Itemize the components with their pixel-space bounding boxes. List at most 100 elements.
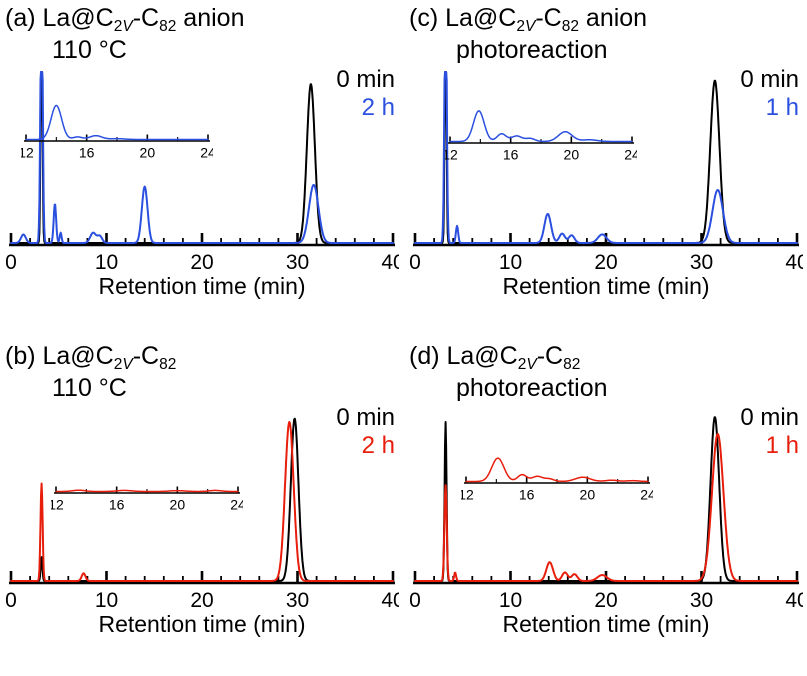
- title-segment: V: [526, 355, 537, 373]
- legend: 0 min 1 h: [740, 404, 799, 459]
- title-segment: (c): [409, 4, 446, 32]
- plot-area: 0 10 20 30 40 0 min 2 h 12 16 20 24 Retention ti…: [5, 404, 401, 638]
- inset-plot: 12 16 20 24: [21, 104, 213, 161]
- tick-label: 12: [51, 497, 64, 513]
- legend-entry: 1 h: [765, 93, 799, 121]
- tick-label: 10: [95, 251, 118, 273]
- panel-d: (d) La@C2V-C82 photoreaction 0 10 20 30 40 0…: [404, 338, 807, 676]
- legend-entry: 0 min: [336, 66, 395, 94]
- tick-label: 12: [445, 147, 458, 163]
- inset: 12 16 20 24: [461, 436, 653, 503]
- title-segment: 2: [113, 17, 123, 35]
- title-segment: anion: [176, 4, 245, 32]
- tick-label: 16: [503, 147, 519, 163]
- panel-title-line1: (c) La@C2V-C82 anion: [409, 4, 805, 36]
- plot-area: 0 10 20 30 40 0 min 1 h 12 16 20 24 Retention ti…: [409, 66, 805, 300]
- title-segment: La@C: [445, 4, 517, 32]
- x-axis-label: Retention time (min): [502, 611, 710, 638]
- trace-2-h: [10, 71, 394, 245]
- title-segment: 2: [113, 355, 123, 373]
- tick-label: 40: [381, 589, 399, 611]
- panel-c: (c) La@C2V-C82 anion photoreaction 0 10 20…: [404, 0, 807, 338]
- trace-2-h: [25, 104, 209, 141]
- tick-label: 40: [785, 589, 803, 611]
- title-segment: -C: [536, 342, 564, 370]
- tick-label: 12: [461, 487, 474, 503]
- trace-1-h: [414, 71, 798, 245]
- tick-label: 30: [286, 589, 309, 611]
- title-segment: (d): [409, 342, 447, 370]
- panel-title-line1: (d) La@C2V-C82: [409, 342, 805, 374]
- tick-label: 30: [690, 589, 713, 611]
- title-segment: V: [122, 355, 133, 373]
- title-segment: (b): [5, 342, 43, 370]
- title-segment: -C: [132, 4, 160, 32]
- panel-subtitle: photoreaction: [456, 373, 608, 402]
- title-segment: 82: [563, 355, 581, 373]
- panel-title: (a) La@C2V-C82 anion 110 °C: [5, 4, 402, 64]
- title-segment: 82: [561, 17, 579, 35]
- chromatogram-plot: 0 10 20 30 40: [5, 71, 399, 273]
- tick-label: 16: [519, 487, 535, 503]
- plot-area: 0 10 20 30 40 0 min 2 h 12 16 20 24 Retention ti…: [5, 66, 401, 300]
- legend-entry: 0 min: [740, 404, 799, 432]
- inset: 12 16 20 24: [51, 446, 243, 513]
- panel-title-line1: (a) La@C2V-C82 anion: [5, 4, 402, 36]
- tick-label: 10: [95, 589, 118, 611]
- legend-entry: 2 h: [361, 431, 395, 459]
- x-axis-label: Retention time (min): [98, 273, 306, 300]
- inset: 12 16 20 24: [21, 94, 213, 161]
- legend: 0 min 2 h: [336, 404, 395, 459]
- title-segment: -C: [535, 4, 562, 32]
- tick-label: 30: [690, 251, 713, 273]
- panel-subtitle: 110 °C: [52, 35, 127, 64]
- tick-label: 0: [5, 589, 17, 611]
- panel-subtitle: 110 °C: [52, 373, 127, 402]
- tick-label: 10: [499, 589, 522, 611]
- tick-label: 20: [594, 251, 617, 273]
- x-axis-label: Retention time (min): [502, 273, 710, 300]
- title-segment: 2: [517, 355, 527, 373]
- title-segment: 2: [516, 17, 525, 35]
- tick-label: 16: [79, 145, 95, 161]
- legend-entry: 0 min: [740, 66, 799, 94]
- legend-entry: 0 min: [336, 404, 395, 432]
- tick-label: 20: [594, 589, 617, 611]
- tick-label: 20: [170, 497, 186, 513]
- panel-title: (d) La@C2V-C82 photoreaction: [409, 342, 805, 402]
- tick-label: 24: [230, 497, 243, 513]
- panel-title: (b) La@C2V-C82 110 °C: [5, 342, 402, 402]
- title-segment: anion: [578, 4, 648, 32]
- tick-label: 20: [564, 147, 580, 163]
- title-segment: 82: [159, 355, 177, 373]
- trace-1-h: [465, 457, 649, 483]
- tick-label: 10: [499, 251, 522, 273]
- title-segment: La@C: [42, 4, 114, 32]
- tick-label: 40: [785, 251, 803, 273]
- inset-plot: 12 16 20 24: [461, 457, 653, 503]
- legend-entry: 2 h: [361, 93, 395, 121]
- chromatogram-plot: 0 10 20 30 40: [409, 71, 803, 273]
- title-segment: -C: [132, 342, 160, 370]
- inset: 12 16 20 24: [445, 96, 637, 163]
- inset-plot: 12 16 20 24: [51, 486, 243, 513]
- tick-label: 24: [200, 145, 213, 161]
- title-segment: (a): [5, 4, 43, 32]
- plot-area: 0 10 20 30 40 0 min 1 h 12 16 20 24 Retention ti…: [409, 404, 805, 638]
- title-segment: V: [122, 17, 133, 35]
- tick-label: 0: [409, 251, 421, 273]
- legend: 0 min 2 h: [336, 66, 395, 121]
- trace-2-h: [55, 489, 239, 493]
- chromatogram-plot: 0 10 20 30 40: [409, 416, 803, 611]
- panel-title: (c) La@C2V-C82 anion photoreaction: [409, 4, 805, 64]
- tick-label: 0: [409, 589, 421, 611]
- legend: 0 min 1 h: [740, 66, 799, 121]
- tick-label: 12: [21, 145, 34, 161]
- tick-label: 24: [624, 147, 637, 163]
- tick-label: 24: [640, 487, 653, 503]
- trace-1-h: [449, 110, 633, 143]
- panel-b: (b) La@C2V-C82 110 °C 0 10 20 30 40 0 min 2 h…: [0, 338, 404, 676]
- trace-2-h: [10, 421, 394, 583]
- trace-1-h: [414, 433, 798, 583]
